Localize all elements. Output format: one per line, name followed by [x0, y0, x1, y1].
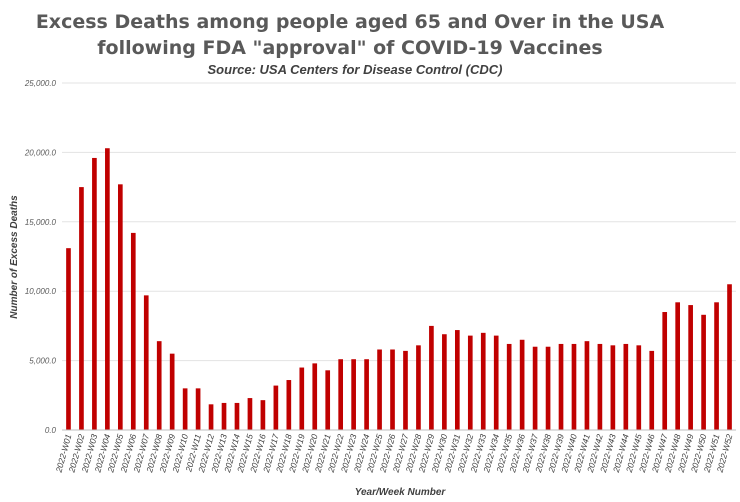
bar-2022-w10 — [182, 388, 188, 430]
bar-2022-w37 — [532, 346, 538, 430]
bar-2022-w39 — [558, 343, 564, 430]
x-axis-label: Year/Week Number — [355, 487, 447, 498]
bar-2022-w04 — [105, 148, 110, 430]
bar-2022-w47 — [662, 312, 668, 430]
bar-2022-w15 — [247, 398, 253, 430]
bar-2022-w29 — [429, 325, 434, 430]
bar-2022-w24 — [364, 359, 369, 430]
bar-2022-w34 — [493, 335, 499, 430]
bar-2022-w45 — [636, 345, 642, 430]
x-axis-ticks: 2022-W012022-W022022-W032022-W042022-W05… — [53, 433, 734, 475]
chart-title-line2: following FDA "approval" of COVID-19 Vac… — [97, 37, 602, 59]
y-tick-label: 20,000.0 — [24, 148, 57, 157]
bar-2022-w28 — [416, 345, 421, 430]
chart-subtitle: Source: USA Centers for Disease Control … — [208, 62, 503, 77]
bar-2022-w42 — [597, 343, 603, 430]
bar-2022-w49 — [688, 305, 693, 430]
bar-2022-w09 — [169, 353, 175, 430]
bar-2022-w26 — [390, 349, 395, 430]
bar-2022-w25 — [377, 349, 382, 430]
y-tick-label: 10,000.0 — [25, 287, 57, 296]
bar-2022-w30 — [442, 334, 447, 430]
bar-2022-w20 — [312, 363, 318, 430]
bar-2022-w48 — [675, 302, 681, 430]
bar-2022-w21 — [325, 370, 331, 430]
bar-2022-w52 — [727, 284, 732, 430]
bar-2022-w05 — [117, 184, 123, 430]
y-tick-label: 15,000.0 — [25, 218, 57, 227]
bar-2022-w14 — [234, 402, 240, 430]
bar-2022-w31 — [454, 330, 460, 430]
bar-2022-w18 — [286, 380, 292, 430]
bar-2022-w16 — [260, 400, 266, 430]
bar-2022-w02 — [79, 187, 84, 430]
bar-2022-w38 — [545, 346, 551, 430]
bar-2022-w35 — [506, 343, 512, 430]
bar-2022-w06 — [130, 232, 136, 430]
bar-2022-w40 — [571, 343, 577, 430]
bar-2022-w32 — [467, 335, 473, 430]
bar-2022-w43 — [610, 345, 616, 430]
bar-2022-w36 — [519, 339, 525, 430]
bar-2022-w03 — [92, 157, 97, 430]
y-tick-label: 5,000.0 — [29, 357, 56, 366]
bar-2022-w07 — [143, 295, 149, 430]
bar-2022-w12 — [208, 404, 214, 430]
bar-2022-w11 — [195, 388, 201, 430]
bar-2022-w23 — [351, 359, 356, 430]
bar-2022-w51 — [714, 302, 719, 430]
bar-2022-w33 — [480, 332, 486, 430]
bar-2022-w50 — [701, 314, 706, 430]
bar-2022-w17 — [273, 385, 279, 430]
y-axis-label: Number of Excess Deaths — [9, 195, 20, 319]
bar-2022-w41 — [584, 341, 590, 430]
bar-2022-w44 — [623, 343, 629, 430]
bar-2022-w46 — [649, 350, 655, 430]
y-axis-ticks: 0.0 5,000.0 10,000.0 15,000.0 20,000.0 25,000… — [24, 79, 57, 435]
bar-2022-w22 — [338, 359, 344, 430]
bars — [66, 148, 732, 430]
bar-2022-w19 — [299, 367, 305, 430]
y-tick-label: 0.0 — [45, 426, 57, 435]
bar-2022-w08 — [156, 341, 162, 430]
bar-2022-w01 — [66, 248, 71, 430]
bar-2022-w27 — [403, 350, 408, 430]
chart-title-line1: Excess Deaths among people aged 65 and O… — [36, 11, 665, 33]
bar-2022-w13 — [221, 402, 227, 430]
gridlines — [62, 82, 736, 362]
y-tick-label: 25,000.0 — [24, 79, 57, 88]
